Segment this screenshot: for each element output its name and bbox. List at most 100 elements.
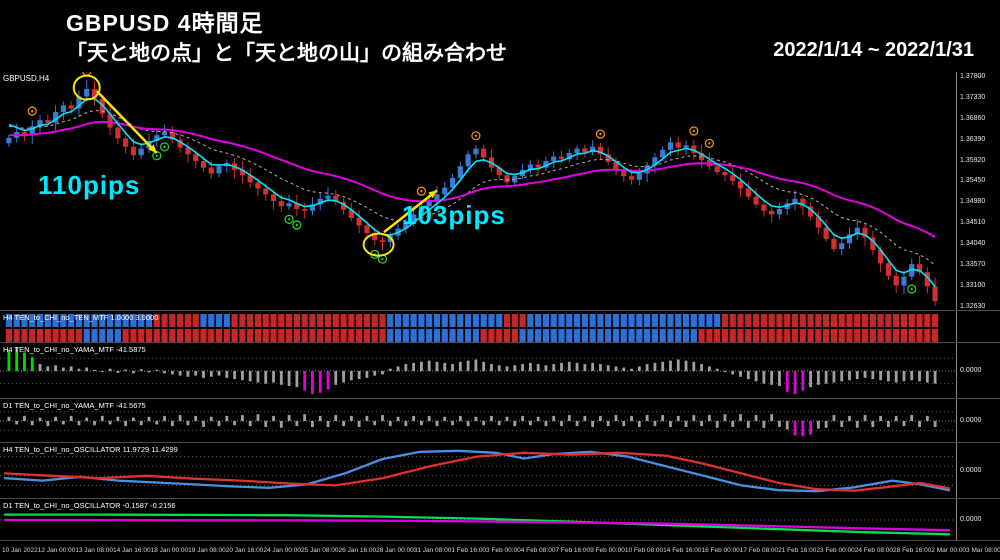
ten-strip-label: H4 TEN_to_CHI_no_TEN_MTF 1.0000 3.0000 <box>3 313 159 322</box>
time-label: 10 Jan 2022 <box>2 547 38 554</box>
time-label: 21 Feb 16:00 <box>778 547 817 554</box>
buy-signal-icon <box>284 214 294 224</box>
price-tick: 1.35450 <box>960 177 986 185</box>
buy-signal-icon <box>907 284 917 294</box>
d1-yama-row: D1 TEN_to_CHI_no_YAMA_MTF -41.5675 0.000… <box>0 398 1000 442</box>
pips-annotation-right: 103pips <box>402 200 506 230</box>
h4-yama-row: H4 TEN_to_CHI_no_YAMA_MTF -41.5875 0.000… <box>0 342 1000 398</box>
h4-oscillator-axis: 0.0000 <box>956 443 1000 498</box>
ten-strip-canvas <box>5 314 939 342</box>
d1-yama-label: D1 TEN_to_CHI_no_YAMA_MTF -41.5675 <box>3 401 146 410</box>
d1-oscillator-canvas <box>0 513 956 536</box>
sell-signal-icon <box>595 129 606 139</box>
time-label: 28 Feb 16:00 <box>893 547 932 554</box>
cyan-ma-line <box>8 97 936 288</box>
h4-yama-axis: 0.0000 <box>956 343 1000 398</box>
time-label: 3 Feb 00:00 <box>486 547 521 554</box>
page-title: GBPUSD 4時間足 <box>66 10 264 36</box>
green-oscillator-line <box>3 513 951 536</box>
time-label: 19 Jan 08:00 <box>188 547 226 554</box>
d1-oscillator-label: D1 TEN_to_CHI_no_OSCILLATOR -0.1587 -0.2… <box>3 501 176 510</box>
time-label: 14 Jan 16:00 <box>112 547 151 554</box>
time-label: 2 Mar 00:00 <box>931 547 967 554</box>
h4-yama-panel[interactable]: H4 TEN_to_CHI_no_YAMA_MTF -41.5875 <box>0 343 956 398</box>
d1-oscillator-zero-tick: 0.0000 <box>960 516 982 523</box>
time-label: 23 Feb 00:00 <box>816 547 855 554</box>
time-label: 13 Jan 08:00 <box>75 547 113 554</box>
d1-yama-panel[interactable]: D1 TEN_to_CHI_no_YAMA_MTF -41.5675 <box>0 399 956 442</box>
price-axis[interactable]: 1.37800 1.37330 1.36860 1.36390 1.35920 1.354… <box>956 72 1000 310</box>
h4-yama-label: H4 TEN_to_CHI_no_YAMA_MTF -41.5875 <box>3 345 146 354</box>
h4-oscillator-zero-tick: 0.0000 <box>960 467 982 474</box>
d1-oscillator-panel[interactable]: D1 TEN_to_CHI_no_OSCILLATOR -0.1587 -0.2… <box>0 499 956 540</box>
highlight-circle <box>72 74 101 101</box>
time-label: 26 Jan 16:00 <box>338 547 377 554</box>
candlestick-canvas[interactable] <box>0 72 956 310</box>
price-tick: 1.36390 <box>960 135 986 143</box>
time-label: 14 Feb 16:00 <box>663 547 702 554</box>
highlight-circle <box>362 232 395 257</box>
price-tick: 1.33100 <box>960 282 986 290</box>
sell-signal-icon <box>27 106 37 116</box>
time-label: 12 Jan 00:00 <box>37 547 76 554</box>
price-tick: 1.34980 <box>960 198 986 206</box>
time-axis[interactable]: 10 Jan 2022 12 Jan 00:00 13 Jan 08:00 14 Ja… <box>0 540 1000 560</box>
buy-signal-icon <box>292 220 302 230</box>
time-label: 9 Feb 00:00 <box>590 547 625 554</box>
buy-signal-icon <box>159 142 170 152</box>
magenta-ma-line <box>8 120 936 238</box>
price-tick: 1.36860 <box>960 114 986 122</box>
d1-oscillator-row: D1 TEN_to_CHI_no_OSCILLATOR -0.1587 -0.2… <box>0 498 1000 540</box>
time-label: 16 Feb 00:00 <box>701 547 740 554</box>
d1-yama-canvas <box>0 411 956 437</box>
main-chart-row: GBPUSD,H4 110pips 103pips 1.37800 1.37330… <box>0 72 1000 310</box>
price-tick: 1.37800 <box>960 72 986 80</box>
blue-oscillator-line <box>3 449 951 493</box>
price-tick: 1.32630 <box>960 302 986 310</box>
time-axis-labels: 10 Jan 2022 12 Jan 00:00 13 Jan 08:00 14 Ja… <box>0 547 1000 554</box>
sell-signal-icon <box>471 131 481 141</box>
time-label: 18 Jan 00:00 <box>150 547 189 554</box>
price-tick: 1.35920 <box>960 156 986 164</box>
price-tick: 1.34040 <box>960 240 986 248</box>
h4-oscillator-row: H4 TEN_to_CHI_no_OSCILLATOR 11.9729 11.4… <box>0 442 1000 498</box>
time-label: 4 Feb 08:00 <box>520 547 556 554</box>
price-chart[interactable]: GBPUSD,H4 110pips 103pips <box>0 72 956 310</box>
d1-yama-axis: 0.0000 <box>956 399 1000 442</box>
date-range: 2022/1/14 ~ 2022/1/31 <box>773 39 974 61</box>
annotation-arrow <box>383 189 438 234</box>
red-oscillator-line <box>3 451 951 492</box>
magenta-oscillator-line <box>3 518 951 532</box>
price-tick: 1.37330 <box>960 93 986 101</box>
h4-oscillator-panel[interactable]: H4 TEN_to_CHI_no_OSCILLATOR 11.9729 11.4… <box>0 443 956 498</box>
ten-strip-axis <box>956 311 1000 342</box>
time-label: 10 Feb 08:00 <box>624 547 664 554</box>
h4-oscillator-canvas <box>0 449 956 493</box>
time-label: 24 Jan 00:00 <box>263 547 301 554</box>
sell-signal-icon <box>689 126 699 136</box>
d1-yama-zero-tick: 0.0000 <box>960 417 982 424</box>
time-label: 31 Jan 08:00 <box>413 547 452 554</box>
time-label: 28 Jan 00:00 <box>376 547 414 554</box>
h4-yama-zero-tick: 0.0000 <box>960 367 982 374</box>
time-label: 1 Feb 16:00 <box>451 547 487 554</box>
h4-oscillator-label: H4 TEN_to_CHI_no_OSCILLATOR 11.9729 11.4… <box>3 445 178 454</box>
page-subtitle: 「天と地の点」と「天と地の山」の組み合わせ <box>66 42 507 65</box>
time-label: 7 Feb 16:00 <box>555 547 591 554</box>
pips-annotation-left: 110pips <box>38 170 141 200</box>
price-tick: 1.33570 <box>960 261 986 269</box>
symbol-label: GBPUSD,H4 <box>3 74 50 83</box>
annotation-arrow <box>95 90 158 154</box>
sell-signal-icon <box>704 138 714 148</box>
price-tick: 1.34510 <box>960 219 986 227</box>
h4-yama-canvas <box>0 348 956 394</box>
time-label: 17 Feb 08:00 <box>739 547 779 554</box>
time-label: 3 Mar 08:00 <box>966 547 1000 554</box>
header: GBPUSD 4時間足 「天と地の点」と「天と地の山」の組み合わせ 2022/1… <box>0 0 1000 72</box>
time-label: 24 Feb 08:00 <box>854 547 894 554</box>
sell-signal-icon <box>416 186 427 196</box>
d1-oscillator-axis: 0.0000 <box>956 499 1000 540</box>
indicator-strip-row: H4 TEN_to_CHI_no_TEN_MTF 1.0000 3.0000 <box>0 310 1000 342</box>
ten-strip-panel[interactable]: H4 TEN_to_CHI_no_TEN_MTF 1.0000 3.0000 <box>0 311 956 342</box>
